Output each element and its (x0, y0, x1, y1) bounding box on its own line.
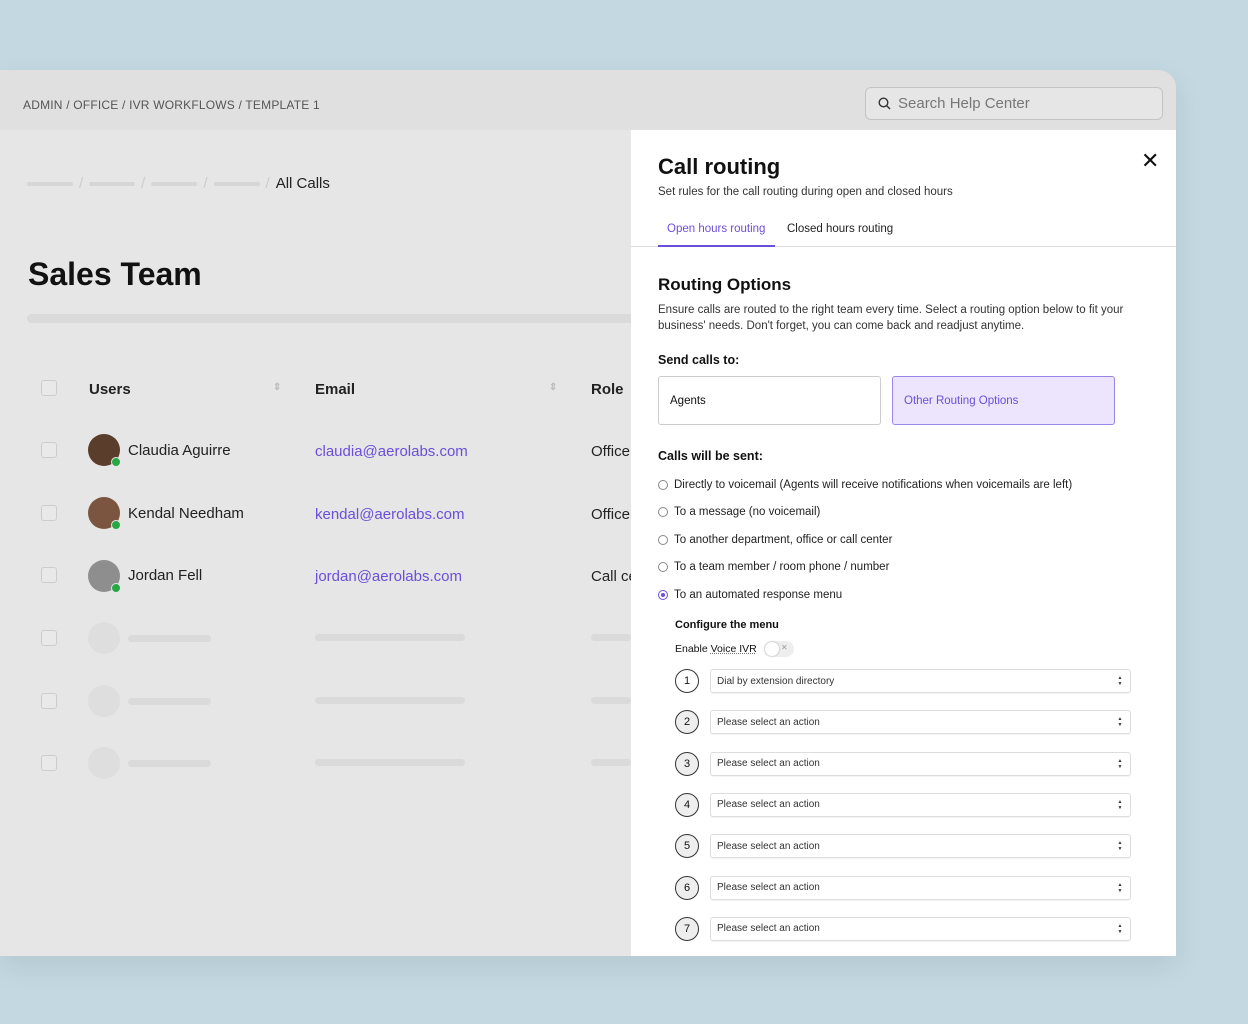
menu-action-value: Please select an action (717, 840, 820, 852)
radio-automated-menu[interactable]: To an automated response menu (658, 589, 842, 601)
online-status-icon (111, 457, 121, 467)
option-other-routing[interactable]: Other Routing Options (892, 376, 1115, 425)
radio-label: To an automated response menu (674, 589, 843, 601)
user-name: Jordan Fell (128, 567, 203, 584)
radio-label: To a team member / room phone / number (674, 561, 890, 573)
radio-department[interactable]: To another department, office or call ce… (658, 534, 892, 546)
call-routing-panel: Call routing ✕ Set rules for the call ro… (631, 130, 1176, 956)
placeholder-bar (27, 314, 647, 323)
calls-sent-label: Calls will be sent: (658, 449, 763, 463)
menu-key: 1 (675, 669, 699, 693)
app-window: ADMIN / OFFICE / IVR WORKFLOWS / TEMPLAT… (0, 70, 1176, 956)
radio-label: Directly to voicemail (Agents will recei… (674, 479, 1073, 491)
search-icon (878, 97, 891, 110)
row-checkbox[interactable] (41, 505, 57, 521)
sub-breadcrumb: / / / / All Calls (27, 175, 330, 192)
user-name: Claudia Aguirre (128, 442, 231, 459)
user-role: Call center (591, 568, 631, 585)
user-email[interactable]: jordan@aerolabs.com (315, 568, 462, 585)
routing-tabs: Open hours routing Closed hours routing (631, 216, 1176, 247)
radio-label: To a message (no voicemail) (674, 506, 821, 518)
user-email[interactable]: claudia@aerolabs.com (315, 443, 468, 460)
menu-action-select[interactable]: Please select an action ▲▼ (710, 875, 1131, 900)
sort-icon[interactable]: ⇕ (273, 382, 282, 393)
menu-action-value: Please select an action (717, 799, 820, 811)
select-arrows-icon: ▲▼ (1117, 922, 1123, 935)
send-calls-label: Send calls to: (658, 353, 740, 367)
ivr-prefix: Enable (675, 643, 708, 655)
menu-key: 6 (675, 875, 699, 900)
breadcrumb-current: All Calls (275, 175, 330, 192)
menu-key: 5 (675, 834, 699, 859)
select-arrows-icon: ▲▼ (1117, 675, 1123, 687)
column-role[interactable]: Role (591, 381, 624, 398)
menu-action-value: Please select an action (717, 758, 820, 770)
radio-team-member[interactable]: To a team member / room phone / number (658, 561, 889, 573)
menu-action-select[interactable]: Please select an action ▲▼ (710, 916, 1131, 941)
select-arrows-icon: ▲▼ (1117, 881, 1123, 894)
user-role: Office (591, 443, 630, 460)
panel-title: Call routing (658, 154, 781, 179)
search-placeholder: Search Help Center (898, 95, 1030, 112)
top-bar: ADMIN / OFFICE / IVR WORKFLOWS / TEMPLAT… (0, 70, 1176, 130)
breadcrumb: ADMIN / OFFICE / IVR WORKFLOWS / TEMPLAT… (23, 98, 320, 112)
radio-voicemail[interactable]: Directly to voicemail (Agents will recei… (658, 479, 1072, 491)
menu-key: 7 (675, 916, 699, 941)
section-description: Ensure calls are routed to the right tea… (658, 304, 1124, 332)
tab-open-hours[interactable]: Open hours routing (667, 223, 766, 235)
online-status-icon (111, 520, 121, 530)
avatar (88, 560, 121, 593)
menu-key: 3 (675, 751, 699, 776)
user-email[interactable]: kendal@aerolabs.com (315, 506, 465, 523)
menu-key: 4 (675, 792, 699, 817)
voice-ivr-toggle[interactable]: ✕ (763, 641, 794, 657)
section-title: Routing Options (658, 275, 792, 294)
avatar (88, 434, 121, 467)
menu-action-value: Dial by extension directory (717, 675, 835, 687)
user-name: Kendal Needham (128, 505, 244, 522)
close-icon[interactable]: ✕ (1141, 148, 1160, 173)
menu-action-value: Please select an action (717, 716, 820, 728)
select-arrows-icon: ▲▼ (1117, 716, 1123, 729)
menu-key: 2 (675, 710, 699, 735)
select-all-checkbox[interactable] (41, 380, 57, 396)
column-email[interactable]: Email (315, 381, 356, 398)
menu-action-select[interactable]: Please select an action ▲▼ (710, 834, 1131, 859)
page-title: Sales Team (28, 256, 202, 292)
menu-action-select[interactable]: Please select an action ▲▼ (710, 751, 1131, 776)
select-arrows-icon: ▲▼ (1117, 757, 1123, 770)
active-tab-indicator (658, 245, 775, 247)
online-status-icon (111, 583, 121, 593)
select-arrows-icon: ▲▼ (1117, 798, 1123, 811)
radio-message[interactable]: To a message (no voicemail) (658, 506, 820, 518)
menu-action-select[interactable]: Please select an action ▲▼ (710, 710, 1131, 735)
row-checkbox[interactable] (41, 442, 57, 458)
column-users[interactable]: Users (89, 381, 131, 398)
option-agents[interactable]: Agents (658, 376, 881, 425)
panel-subtitle: Set rules for the call routing during op… (658, 186, 953, 198)
menu-action-select[interactable]: Dial by extension directory ▲▼ (710, 669, 1131, 693)
configure-menu-label: Configure the menu (675, 619, 779, 631)
ivr-label: Voice IVR (710, 643, 757, 655)
avatar (88, 497, 121, 530)
voice-ivr-row: Enable Voice IVR ✕ (675, 641, 794, 657)
radio-label: To another department, office or call ce… (674, 534, 893, 546)
menu-action-select[interactable]: Please select an action ▲▼ (710, 792, 1131, 817)
menu-action-value: Please select an action (717, 923, 820, 935)
menu-action-value: Please select an action (717, 882, 820, 893)
row-checkbox[interactable] (41, 567, 57, 583)
search-input[interactable]: Search Help Center (865, 87, 1163, 120)
sort-icon[interactable]: ⇕ (549, 382, 558, 393)
select-arrows-icon: ▲▼ (1117, 840, 1123, 853)
user-role: Office (591, 506, 630, 523)
tab-closed-hours[interactable]: Closed hours routing (787, 223, 894, 235)
